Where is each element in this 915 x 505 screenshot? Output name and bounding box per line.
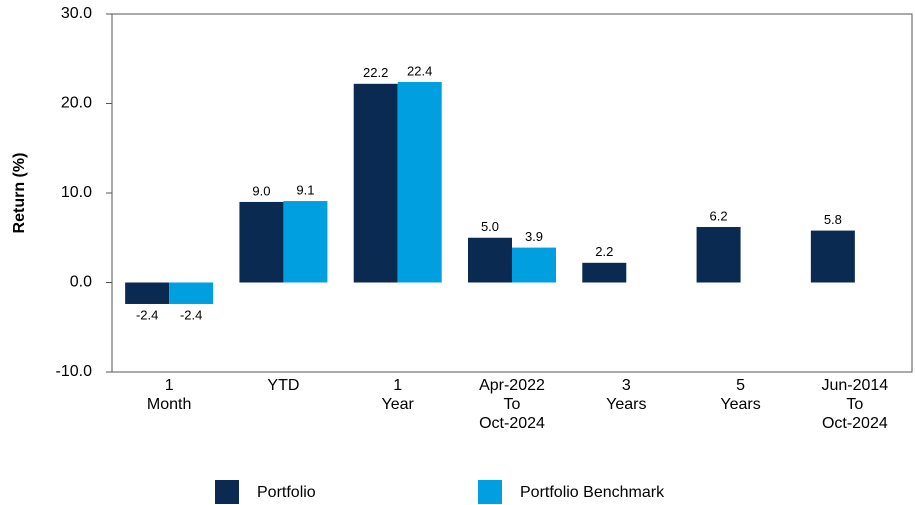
bar [512,247,556,283]
x-tick-label: Year [382,396,415,413]
x-tick-label: YTD [267,377,299,394]
data-label: 5.0 [481,219,499,234]
data-label: 22.2 [363,65,388,80]
data-label: 9.0 [252,183,270,198]
bar [353,83,398,283]
x-tick-label: To [846,396,863,413]
x-tick-label: Oct-2024 [479,415,545,432]
data-label: 22.4 [407,63,432,78]
x-tick-label: 1 [165,377,174,394]
x-tick-label: Jun-2014 [821,377,888,394]
x-tick-label: Month [147,396,191,413]
x-tick-label: Apr-2022 [479,377,545,394]
bar [696,227,741,283]
data-label: 2.2 [595,244,613,259]
legend-swatch [215,480,239,504]
bar [239,201,284,283]
data-label: 5.8 [824,212,842,227]
x-tick-label: Years [606,396,646,413]
data-label: -2.4 [136,307,158,322]
bar [169,282,214,304]
y-tick-label: 10.0 [61,184,92,201]
x-tick-label: 1 [393,377,402,394]
x-tick-label: Years [720,396,760,413]
bar [582,262,627,283]
plot-frame [111,13,913,373]
y-tick-label: -10.0 [56,363,93,380]
bar [468,237,512,283]
x-tick-label: To [504,396,521,413]
bar [283,201,328,283]
x-tick-label: 5 [736,377,745,394]
legend-label: Portfolio Benchmark [520,484,665,501]
legend-swatch [478,480,502,504]
legend-label: Portfolio [257,484,316,501]
y-tick-label: 0.0 [70,274,92,291]
x-tick-label: 3 [622,377,631,394]
data-label: -2.4 [180,307,202,322]
y-axis-label: Return (%) [11,153,28,234]
x-tick-label: Oct-2024 [822,415,888,432]
data-label: 6.2 [710,208,728,223]
bar [810,230,855,283]
data-label: 3.9 [525,229,543,244]
y-tick-label: 20.0 [61,95,92,112]
y-tick-label: 30.0 [61,5,92,22]
bar [125,282,170,304]
data-label: 9.1 [296,182,314,197]
bar [397,82,442,283]
